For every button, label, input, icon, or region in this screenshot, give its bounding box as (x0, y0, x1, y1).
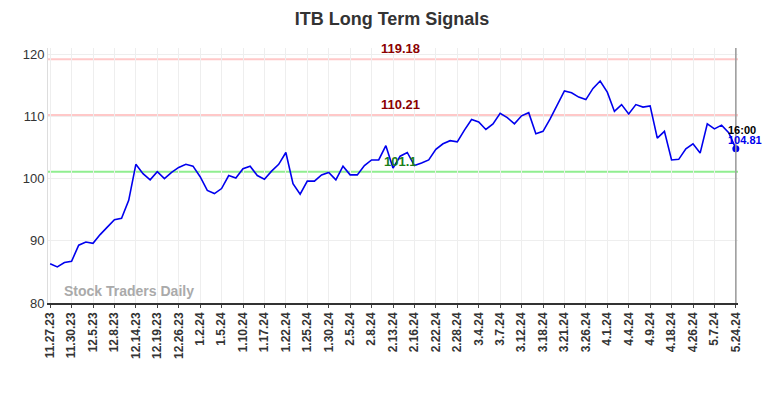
svg-text:110: 110 (24, 109, 45, 124)
svg-text:2.28.24: 2.28.24 (450, 312, 464, 352)
svg-text:Stock Traders Daily: Stock Traders Daily (64, 283, 194, 299)
svg-text:2.8.24: 2.8.24 (364, 312, 378, 346)
svg-text:120: 120 (23, 47, 45, 62)
svg-text:12.26.23: 12.26.23 (172, 312, 186, 359)
svg-text:16:00: 16:00 (728, 124, 756, 136)
svg-text:5.24.24: 5.24.24 (729, 312, 743, 352)
svg-text:1.30.24: 1.30.24 (322, 312, 336, 352)
svg-text:4.9.24: 4.9.24 (643, 312, 657, 346)
svg-text:4.18.24: 4.18.24 (664, 312, 678, 352)
svg-text:100: 100 (23, 171, 45, 186)
svg-text:3.12.24: 3.12.24 (514, 312, 528, 352)
svg-text:119.18: 119.18 (381, 41, 420, 56)
svg-text:3.4.24: 3.4.24 (472, 312, 486, 346)
svg-text:12.14.23: 12.14.23 (129, 312, 143, 359)
svg-text:5.7.24: 5.7.24 (707, 312, 721, 346)
svg-text:101.1: 101.1 (384, 154, 417, 169)
svg-text:90: 90 (30, 233, 44, 248)
svg-text:2.22.24: 2.22.24 (429, 312, 443, 352)
svg-text:4.4.24: 4.4.24 (622, 312, 636, 346)
svg-text:3.7.24: 3.7.24 (493, 312, 507, 346)
svg-text:3.21.24: 3.21.24 (557, 312, 571, 352)
svg-text:1.5.24: 1.5.24 (214, 312, 228, 346)
svg-text:1.22.24: 1.22.24 (279, 312, 293, 352)
svg-text:110.21: 110.21 (381, 97, 420, 112)
svg-text:1.2.24: 1.2.24 (193, 312, 207, 346)
svg-text:4.26.24: 4.26.24 (686, 312, 700, 352)
svg-text:4.1.24: 4.1.24 (600, 312, 614, 346)
svg-text:1.25.24: 1.25.24 (300, 312, 314, 352)
svg-text:2.5.24: 2.5.24 (343, 312, 357, 346)
svg-text:11.27.23: 11.27.23 (43, 312, 57, 358)
svg-text:12.8.23: 12.8.23 (107, 312, 121, 352)
svg-text:2.13.24: 2.13.24 (386, 312, 400, 352)
svg-text:2.16.24: 2.16.24 (407, 312, 421, 352)
svg-text:12.5.23: 12.5.23 (86, 312, 100, 352)
svg-text:104.81: 104.81 (728, 134, 762, 146)
svg-text:3.26.24: 3.26.24 (579, 312, 593, 352)
svg-text:1.10.24: 1.10.24 (236, 312, 250, 352)
svg-text:3.18.24: 3.18.24 (536, 312, 550, 352)
svg-text:ITB Long Term Signals: ITB Long Term Signals (295, 9, 490, 29)
svg-text:1.17.24: 1.17.24 (257, 312, 271, 352)
svg-text:80: 80 (30, 296, 44, 311)
svg-text:12.19.23: 12.19.23 (150, 312, 164, 359)
svg-text:11.30.23: 11.30.23 (64, 312, 78, 358)
